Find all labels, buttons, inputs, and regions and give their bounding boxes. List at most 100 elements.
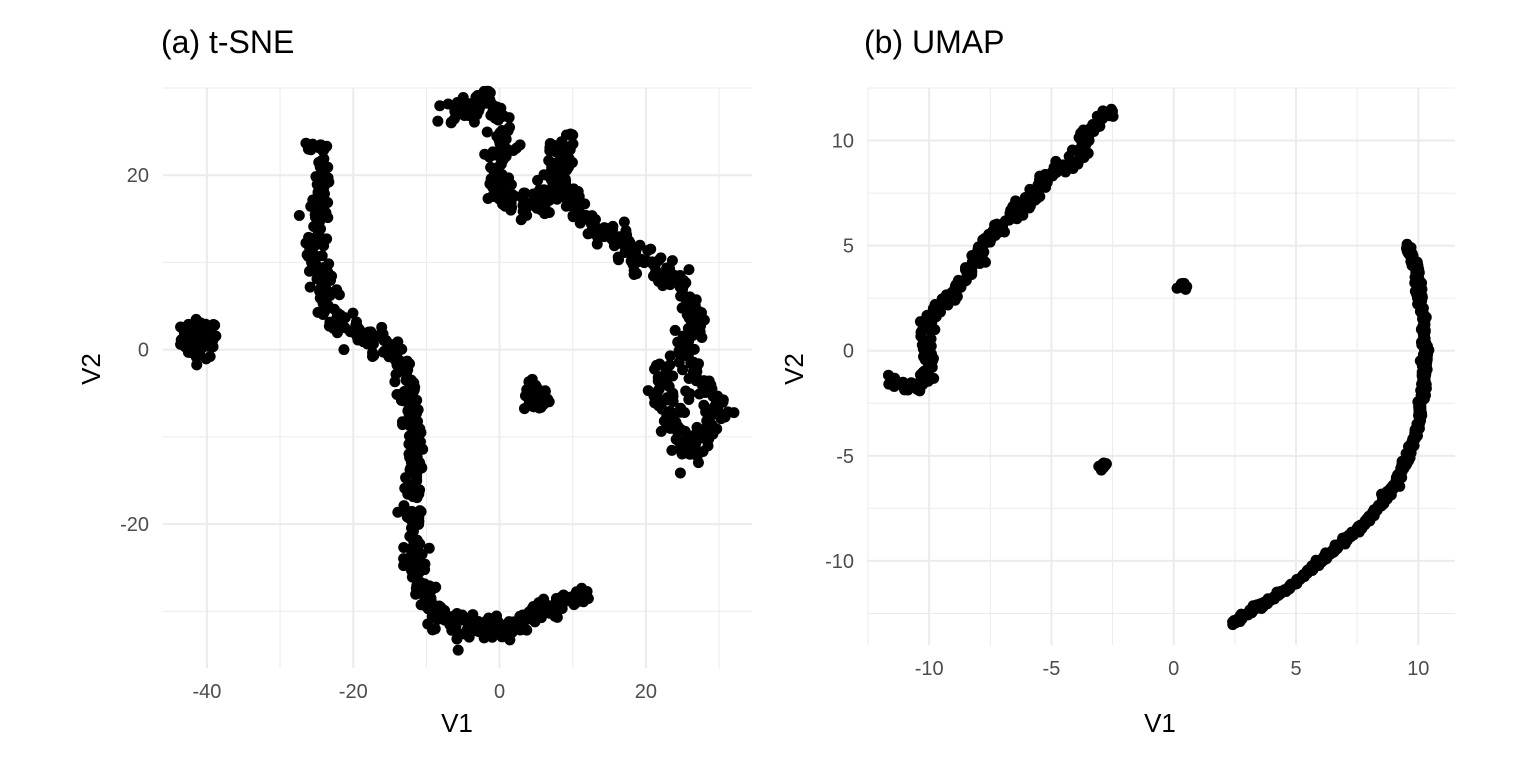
tsne-data-point bbox=[510, 142, 522, 154]
tsne-data-point bbox=[333, 289, 345, 301]
tsne-data-point bbox=[481, 126, 493, 138]
tsne-data-point bbox=[417, 443, 429, 455]
tsne-data-point bbox=[450, 620, 462, 632]
tsne-data-point bbox=[598, 222, 610, 234]
tsne-data-point bbox=[367, 338, 379, 350]
tsne-y-tick-label: 20 bbox=[127, 165, 149, 187]
tsne-title: (a) t-SNE bbox=[161, 24, 294, 60]
tsne-data-point bbox=[402, 488, 414, 500]
tsne-data-point bbox=[628, 269, 640, 281]
tsne-data-point bbox=[411, 534, 423, 546]
tsne-data-point bbox=[642, 385, 654, 397]
tsne-data-point bbox=[521, 384, 533, 396]
tsne-data-point bbox=[552, 170, 564, 182]
tsne-data-point bbox=[434, 100, 446, 112]
tsne-data-point bbox=[653, 383, 665, 395]
tsne-x-tick-label: 0 bbox=[494, 681, 505, 703]
tsne-data-point bbox=[186, 325, 198, 337]
umap-data-point bbox=[1050, 164, 1062, 176]
tsne-data-point bbox=[690, 375, 702, 387]
tsne-data-point bbox=[429, 582, 441, 594]
tsne-data-point bbox=[314, 161, 326, 173]
tsne-data-point bbox=[683, 264, 695, 276]
tsne-data-point bbox=[419, 558, 431, 570]
umap-y-tick-label: 10 bbox=[832, 131, 854, 153]
tsne-data-point bbox=[682, 444, 694, 456]
umap-y-tick-labels: -10 -5 0 5 10 bbox=[825, 131, 854, 573]
tsne-data-point bbox=[378, 345, 390, 357]
tsne-y-tick-label: -20 bbox=[120, 514, 149, 536]
umap-x-tick-label: 0 bbox=[1168, 658, 1179, 680]
umap-title: (b) UMAP bbox=[864, 24, 1004, 60]
tsne-data-point bbox=[322, 197, 334, 209]
tsne-data-point bbox=[531, 393, 543, 405]
tsne-data-point bbox=[304, 281, 316, 293]
tsne-data-point bbox=[700, 406, 712, 418]
umap-y-tick-label: -5 bbox=[836, 446, 854, 468]
tsne-x-tick-label: -40 bbox=[192, 681, 221, 703]
tsne-data-point bbox=[652, 375, 664, 387]
tsne-data-point bbox=[322, 212, 334, 224]
umap-y-tick-label: -10 bbox=[825, 551, 854, 573]
tsne-data-point bbox=[560, 179, 572, 191]
tsne-data-point bbox=[327, 322, 339, 334]
tsne-data-point bbox=[196, 331, 208, 343]
tsne-data-point bbox=[396, 343, 408, 355]
tsne-data-point bbox=[551, 611, 563, 623]
tsne-data-point bbox=[691, 366, 703, 378]
tsne-data-point bbox=[405, 462, 417, 474]
tsne-data-point bbox=[429, 623, 441, 635]
tsne-data-point bbox=[448, 113, 460, 125]
tsne-data-point bbox=[398, 395, 410, 407]
tsne-data-point bbox=[467, 609, 479, 621]
tsne-data-point bbox=[684, 388, 696, 400]
tsne-data-point bbox=[435, 611, 447, 623]
tsne-data-point bbox=[517, 200, 529, 212]
tsne-data-point bbox=[666, 444, 678, 456]
umap-y-tick-label: 0 bbox=[843, 341, 854, 363]
tsne-data-point bbox=[581, 585, 593, 597]
tsne-data-point bbox=[561, 164, 573, 176]
tsne-data-point bbox=[650, 359, 662, 371]
tsne-data-point bbox=[651, 272, 663, 284]
tsne-data-point bbox=[471, 109, 483, 121]
tsne-data-point bbox=[589, 214, 601, 226]
tsne-data-point bbox=[527, 188, 539, 200]
tsne-data-point bbox=[457, 107, 469, 119]
tsne-data-point bbox=[566, 129, 578, 141]
tsne-data-point bbox=[664, 279, 676, 291]
tsne-data-point bbox=[293, 210, 305, 222]
tsne-data-point bbox=[572, 185, 584, 197]
tsne-data-point bbox=[572, 203, 584, 215]
tsne-data-point bbox=[683, 312, 695, 324]
tsne-data-point bbox=[690, 294, 702, 306]
tsne-data-point bbox=[509, 190, 521, 202]
umap-x-tick-label: 10 bbox=[1407, 658, 1429, 680]
tsne-data-point bbox=[505, 179, 517, 191]
tsne-data-point bbox=[505, 204, 517, 216]
tsne-data-point bbox=[411, 571, 423, 583]
tsne-data-point bbox=[195, 317, 207, 329]
tsne-data-point bbox=[503, 112, 515, 124]
tsne-data-point bbox=[698, 384, 710, 396]
panel-umap: -10 -5 0 5 10 -10 -5 0 5 10 (b) UMAP V1 V2 bbox=[779, 24, 1455, 738]
umap-x-tick-label: -5 bbox=[1043, 658, 1061, 680]
umap-y-axis-label: V2 bbox=[779, 353, 809, 385]
tsne-data-point bbox=[495, 102, 507, 114]
umap-x-axis-label: V1 bbox=[1144, 708, 1176, 738]
tsne-y-tick-label: 0 bbox=[138, 340, 149, 362]
tsne-x-tick-label: 20 bbox=[635, 681, 657, 703]
tsne-data-point bbox=[655, 425, 667, 437]
tsne-data-point bbox=[664, 405, 676, 417]
umap-data-point bbox=[1004, 207, 1016, 219]
tsne-data-point bbox=[613, 254, 625, 266]
tsne-data-point bbox=[407, 434, 419, 446]
umap-data-point bbox=[1050, 155, 1062, 167]
tsne-data-point bbox=[398, 560, 410, 572]
tsne-data-point bbox=[674, 467, 686, 479]
tsne-data-point bbox=[432, 115, 444, 127]
tsne-data-point bbox=[518, 622, 530, 634]
tsne-data-point bbox=[318, 188, 330, 200]
tsne-data-point bbox=[506, 626, 518, 638]
